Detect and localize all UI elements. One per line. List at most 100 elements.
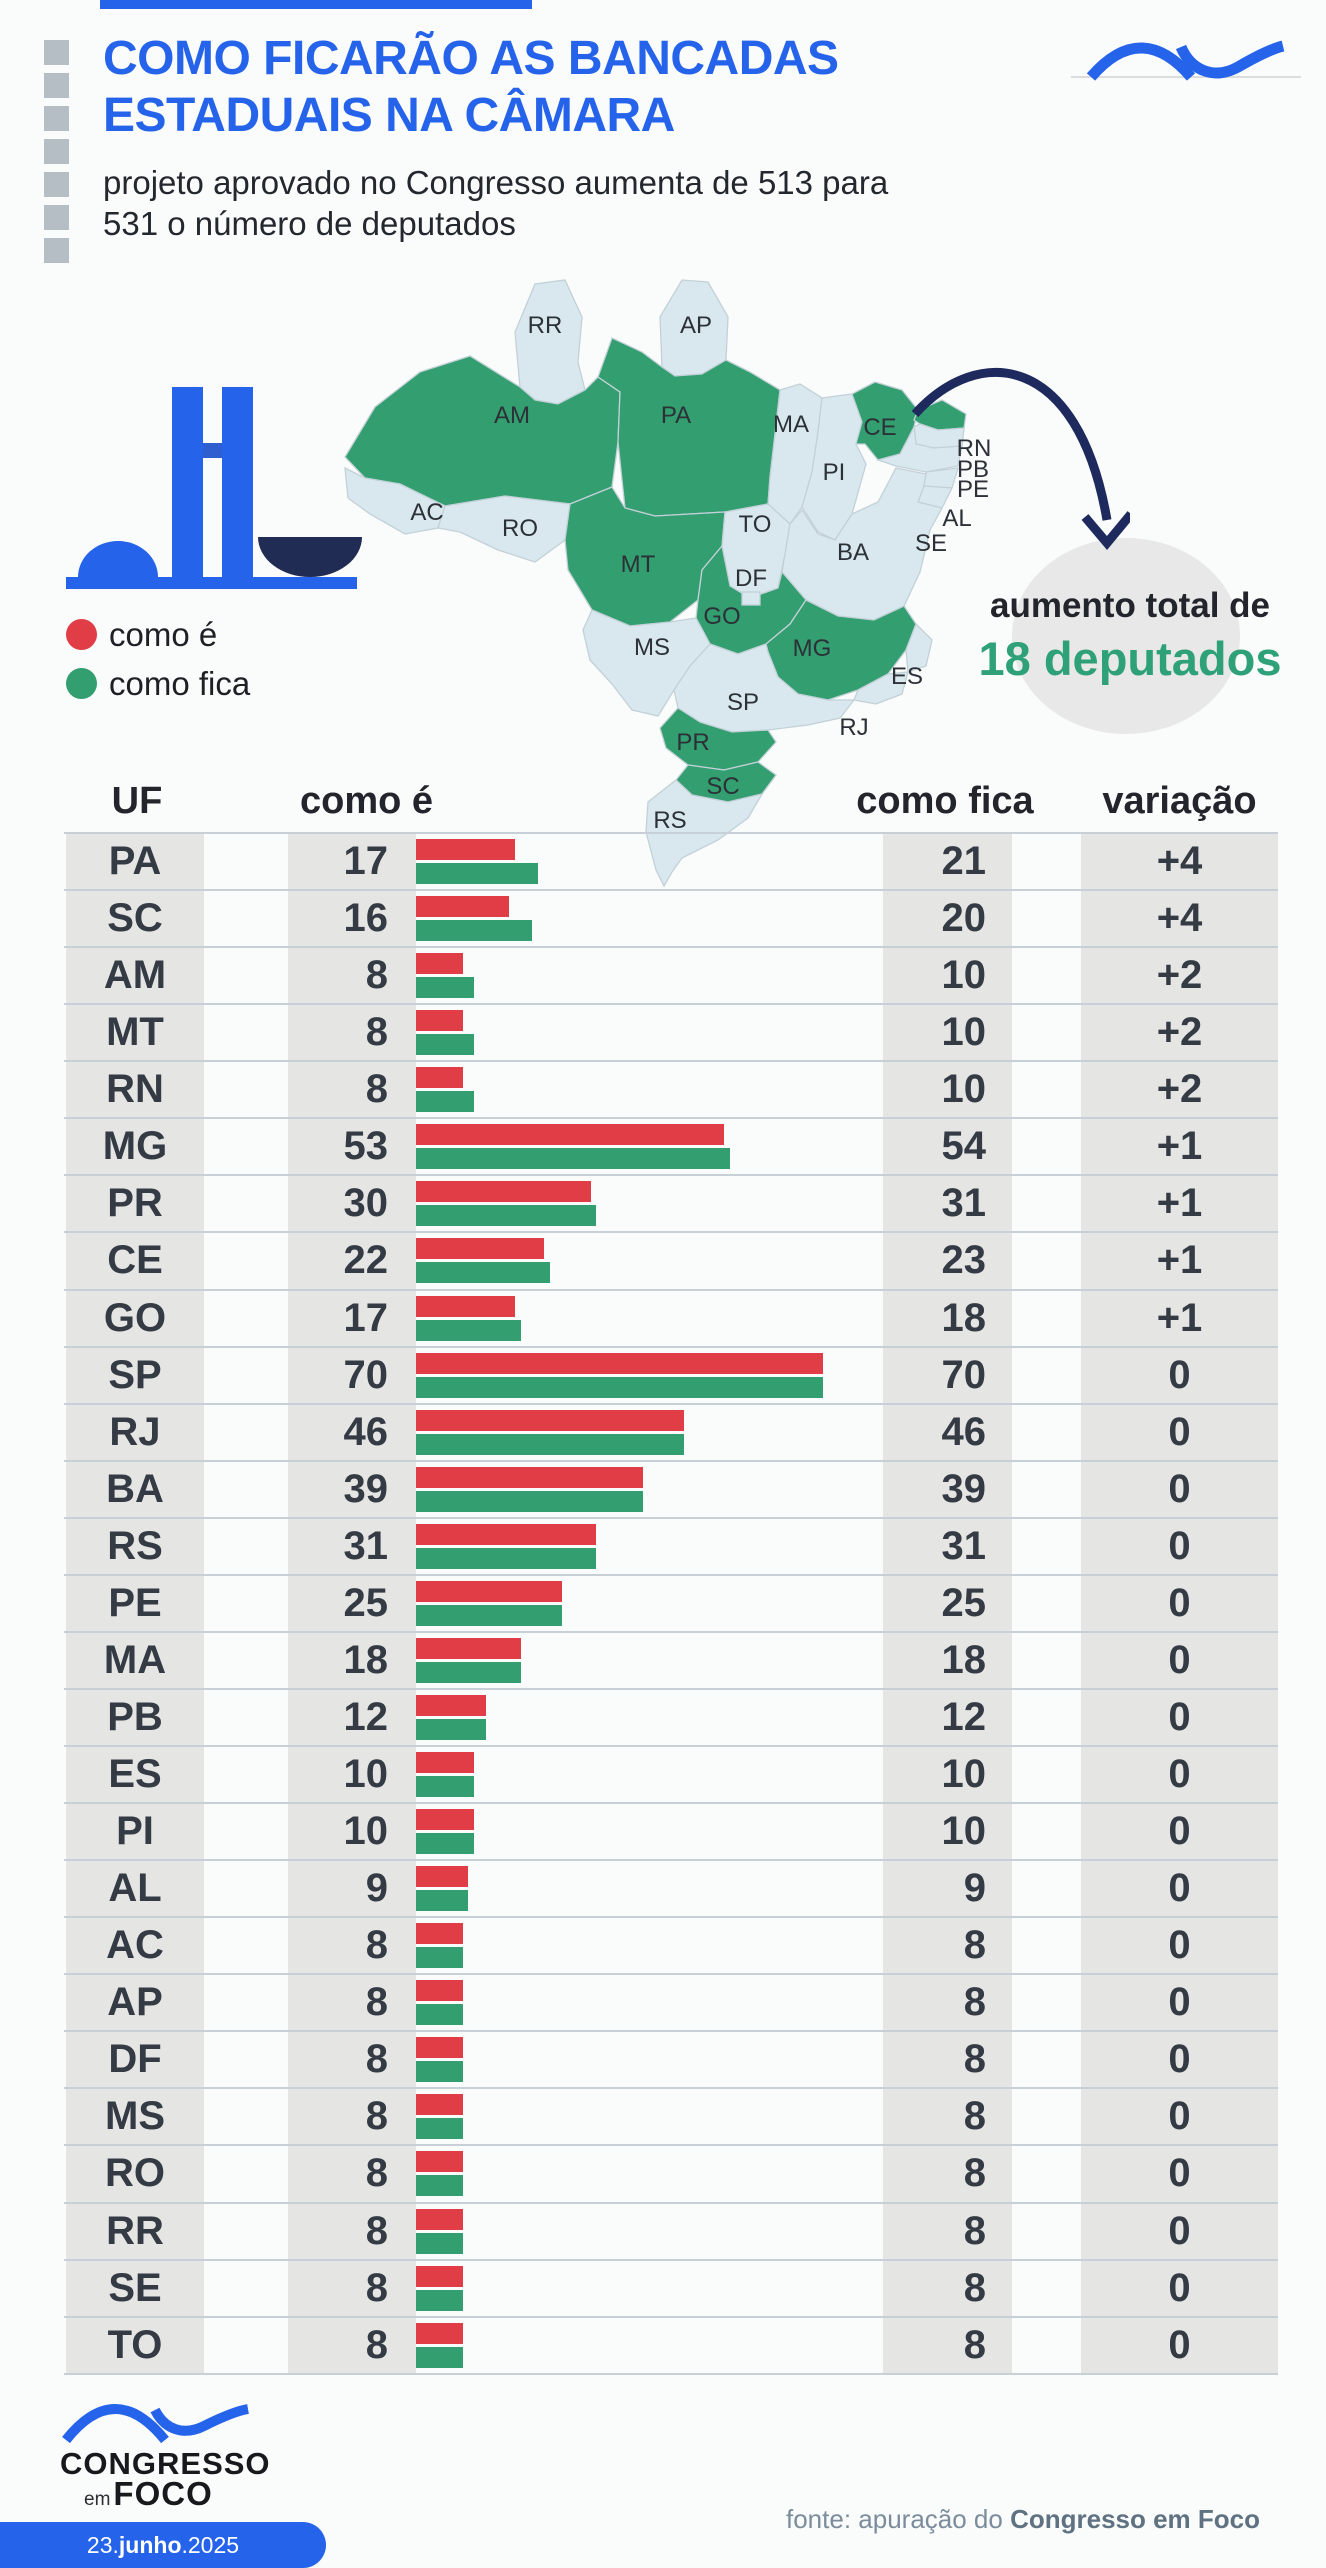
change-cell: +1 <box>1081 1176 1278 1232</box>
table-row: TO 8 8 0 <box>64 2315 1278 2373</box>
map-state-label-AC: AC <box>410 499 443 526</box>
before-bar <box>416 2322 463 2344</box>
before-cell: 30 <box>288 1176 416 1232</box>
page-title: COMO FICARÃO AS BANCADAS ESTADUAIS NA CÂ… <box>103 30 839 144</box>
after-cell: 18 <box>883 1632 1012 1688</box>
before-value: 16 <box>343 896 389 941</box>
after-bar <box>416 920 533 942</box>
page-title-line1: COMO FICARÃO AS BANCADAS <box>103 32 839 85</box>
change-value: 0 <box>1168 2208 1191 2253</box>
wave-logo-icon <box>1071 40 1301 81</box>
change-cell: +2 <box>1081 1005 1278 1061</box>
after-bar <box>416 1319 521 1341</box>
after-cell: 70 <box>883 1347 1012 1403</box>
change-value: 0 <box>1168 1809 1191 1854</box>
before-value: 8 <box>365 2151 388 2196</box>
after-value: 8 <box>963 2322 986 2367</box>
before-bar <box>416 1694 486 1716</box>
map-state-ES <box>905 622 933 673</box>
table-row: RJ 46 46 0 <box>64 1402 1278 1460</box>
change-value: 0 <box>1168 1980 1191 2025</box>
uf-cell: PE <box>66 1575 204 1631</box>
map-state-label-SE: SE <box>915 530 947 557</box>
map-state-label-PB: PB <box>957 456 989 483</box>
before-value: 31 <box>343 1523 389 1568</box>
uf-label: PE <box>108 1580 162 1625</box>
before-value: 8 <box>365 2265 388 2310</box>
uf-cell: MG <box>66 1119 204 1175</box>
before-value: 18 <box>343 1637 389 1682</box>
table-row: AL 9 9 0 <box>64 1859 1278 1917</box>
source-note: fonte: apuração do Congresso em Foco <box>786 2504 1260 2535</box>
uf-label: MS <box>105 2094 165 2139</box>
after-value: 8 <box>963 2265 986 2310</box>
change-cell: 0 <box>1081 1804 1278 1860</box>
uf-label: SP <box>108 1352 162 1397</box>
before-cell: 16 <box>288 891 416 947</box>
uf-cell: CE <box>66 1233 204 1289</box>
uf-label: PA <box>108 839 162 883</box>
after-cell: 8 <box>883 2203 1012 2259</box>
change-value: 0 <box>1168 1352 1191 1397</box>
after-value: 21 <box>941 839 987 883</box>
after-bar <box>416 2004 463 2026</box>
after-value: 10 <box>941 1010 987 1055</box>
change-value: +1 <box>1156 1238 1203 1283</box>
change-value: 0 <box>1168 2265 1191 2310</box>
column-header-before: como é <box>300 780 434 822</box>
page-subtitle-line1: projeto aprovado no Congresso aumenta de… <box>103 164 889 201</box>
after-value: 8 <box>963 2151 986 2196</box>
after-value: 18 <box>941 1637 987 1682</box>
after-value: 25 <box>941 1580 987 1625</box>
before-cell: 8 <box>288 1918 416 1974</box>
uf-cell: RN <box>66 1062 204 1118</box>
after-cell: 39 <box>883 1461 1012 1517</box>
change-cell: 0 <box>1081 1518 1278 1574</box>
uf-label: RJ <box>109 1409 161 1454</box>
uf-cell: PB <box>66 1689 204 1745</box>
change-value: 0 <box>1168 2322 1191 2367</box>
page-title-line2: ESTADUAIS NA CÂMARA <box>103 89 675 142</box>
dashed-strip-decoration <box>44 40 69 263</box>
before-value: 8 <box>365 953 388 998</box>
after-cell: 23 <box>883 1233 1012 1289</box>
before-cell: 8 <box>288 1062 416 1118</box>
after-cell: 10 <box>883 1804 1012 1860</box>
after-bar <box>416 1947 463 1969</box>
after-value: 10 <box>941 953 987 998</box>
after-bar <box>416 1148 731 1170</box>
table-row: RN 8 10 +2 <box>64 1060 1278 1118</box>
change-value: 0 <box>1168 1580 1191 1625</box>
after-value: 39 <box>941 1466 987 1511</box>
before-value: 8 <box>365 1980 388 2025</box>
change-value: +1 <box>1156 1124 1203 1169</box>
map-state-label-SC: SC <box>706 773 739 800</box>
before-cell: 22 <box>288 1233 416 1289</box>
map-state-label-PI: PI <box>823 459 846 486</box>
before-value: 10 <box>343 1809 389 1854</box>
table-row: SP 70 70 0 <box>64 1345 1278 1403</box>
uf-label: RR <box>106 2208 164 2253</box>
table-bottom-line <box>64 2372 1278 2375</box>
before-value: 8 <box>365 1010 388 1055</box>
change-value: 0 <box>1168 1637 1191 1682</box>
change-cell: 0 <box>1081 2146 1278 2202</box>
map-state-label-RO: RO <box>502 515 538 542</box>
after-cell: 8 <box>883 1918 1012 1974</box>
before-value: 8 <box>365 2037 388 2082</box>
before-value: 8 <box>365 1923 388 1968</box>
map-state-label-MA: MA <box>773 411 809 438</box>
footer-brand-foco: FOCO <box>113 2475 213 2512</box>
map-state-label-AM: AM <box>494 402 530 429</box>
after-cell: 25 <box>883 1575 1012 1631</box>
table-row: ES 10 10 0 <box>64 1745 1278 1803</box>
table-row: PB 12 12 0 <box>64 1687 1278 1745</box>
table-row: SE 8 8 0 <box>64 2258 1278 2316</box>
legend: como é como fica <box>66 610 250 708</box>
uf-label: PR <box>107 1181 163 1226</box>
change-cell: 0 <box>1081 1861 1278 1917</box>
total-increase-text: aumento total de <box>989 586 1271 625</box>
table-row: RS 31 31 0 <box>64 1516 1278 1574</box>
table-row: AM 8 10 +2 <box>64 946 1278 1004</box>
